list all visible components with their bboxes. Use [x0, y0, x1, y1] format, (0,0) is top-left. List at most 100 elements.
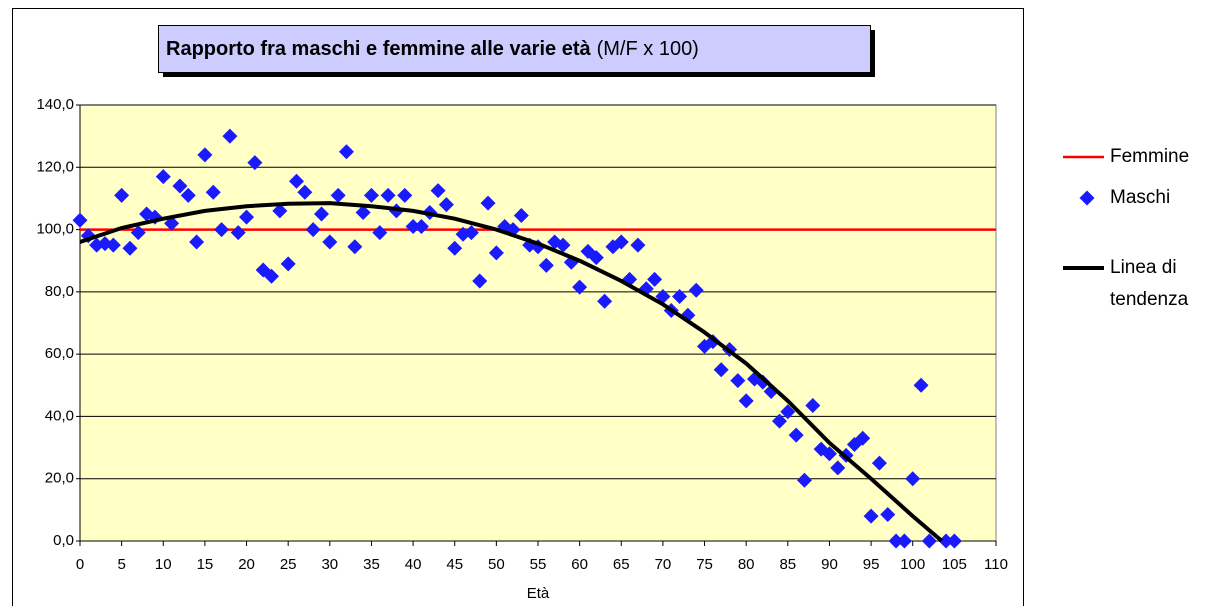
point — [863, 508, 879, 524]
point — [430, 183, 446, 199]
y-tick-label: 120,0 — [36, 158, 74, 175]
point — [189, 234, 205, 250]
point — [730, 373, 746, 389]
point — [938, 533, 954, 549]
legend-marker — [1079, 190, 1095, 206]
x-tick-label: 35 — [363, 556, 380, 573]
point — [755, 374, 771, 390]
point — [413, 218, 429, 234]
point — [130, 225, 146, 241]
point — [480, 195, 496, 211]
point — [72, 212, 88, 228]
point — [289, 173, 305, 189]
point — [880, 507, 896, 523]
point — [488, 245, 504, 261]
point — [380, 187, 396, 203]
point — [796, 472, 812, 488]
x-tick-label: 90 — [821, 556, 838, 573]
x-tick-label: 5 — [117, 556, 125, 573]
point — [372, 225, 388, 241]
point — [780, 404, 796, 420]
point — [555, 237, 571, 253]
point — [463, 225, 479, 241]
x-tick-label: 10 — [155, 556, 172, 573]
point — [239, 209, 255, 225]
point — [855, 430, 871, 446]
x-tick-label: 20 — [238, 556, 255, 573]
point — [272, 203, 288, 219]
point — [297, 184, 313, 200]
point — [597, 293, 613, 309]
point — [672, 289, 688, 305]
point — [180, 187, 196, 203]
trend-line — [79, 201, 944, 543]
point — [472, 273, 488, 289]
subtitle: (M/F x 100) — [597, 38, 699, 60]
point — [647, 271, 663, 287]
x-tick-label: 100 — [900, 556, 925, 573]
title-box — [158, 25, 871, 73]
x-axis-label: Età — [527, 585, 550, 602]
y-tick-label: 20,0 — [45, 470, 74, 487]
point — [197, 147, 213, 163]
y-tick-label: 100,0 — [36, 221, 74, 238]
point — [322, 234, 338, 250]
point — [738, 393, 754, 409]
point — [946, 533, 962, 549]
point — [613, 234, 629, 250]
point — [513, 208, 529, 224]
x-tick-label: 30 — [321, 556, 338, 573]
x-tick-label: 80 — [738, 556, 755, 573]
point — [830, 460, 846, 476]
point — [888, 533, 904, 549]
x-tick-label: 0 — [76, 556, 84, 573]
point — [630, 237, 646, 253]
y-tick-label: 40,0 — [45, 407, 74, 424]
point — [871, 455, 887, 471]
point — [122, 240, 138, 256]
legend-label: Femmine — [1110, 146, 1190, 167]
x-tick-label: 45 — [446, 556, 463, 573]
point — [905, 471, 921, 487]
plot-area — [79, 104, 997, 542]
point — [821, 446, 837, 462]
point — [313, 206, 329, 222]
x-tick-label: 25 — [280, 556, 297, 573]
y-tick-label: 0,0 — [53, 532, 74, 549]
point — [214, 222, 230, 238]
y-tick-label: 60,0 — [45, 345, 74, 362]
point — [355, 204, 371, 220]
x-tick-label: 75 — [696, 556, 713, 573]
x-tick-label: 85 — [779, 556, 796, 573]
point — [771, 413, 787, 429]
x-tick-label: 110 — [984, 556, 1008, 573]
x-tick-label: 70 — [655, 556, 672, 573]
point — [347, 239, 363, 255]
point — [105, 237, 121, 253]
point — [330, 187, 346, 203]
x-tick-label: 95 — [863, 556, 880, 573]
point — [172, 178, 188, 194]
point — [114, 187, 130, 203]
point — [222, 128, 238, 144]
x-tick-label: 50 — [488, 556, 505, 573]
point — [405, 218, 421, 234]
x-tick-label: 65 — [613, 556, 630, 573]
point — [338, 144, 354, 160]
point — [438, 197, 454, 213]
y-tick-label: 80,0 — [45, 283, 74, 300]
x-tick-label: 40 — [405, 556, 422, 573]
point — [247, 155, 263, 171]
point — [688, 282, 704, 298]
point — [155, 169, 171, 185]
x-tick-label: 15 — [197, 556, 214, 573]
legend-label: Linea di tendenza — [1110, 257, 1189, 310]
point — [896, 533, 912, 549]
point — [588, 250, 604, 266]
point — [305, 222, 321, 238]
title: Rapporto fra maschi e femmine alle varie… — [166, 38, 591, 60]
point — [572, 279, 588, 295]
point — [264, 268, 280, 284]
y-tick-label: 140,0 — [36, 96, 74, 113]
